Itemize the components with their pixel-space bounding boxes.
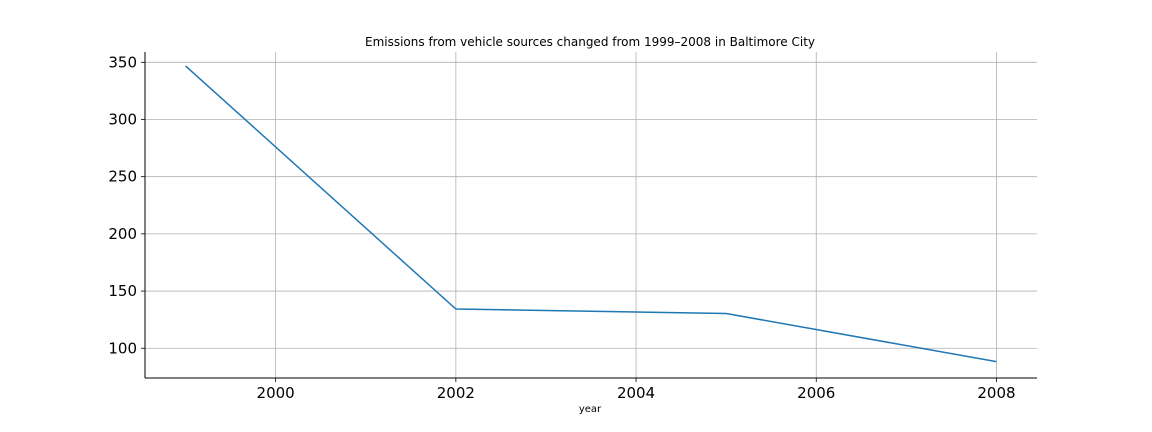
y-tick-label: 100: [108, 339, 137, 357]
x-tick-label: 2008: [977, 384, 1015, 402]
series: [185, 65, 997, 363]
y-tick-label: 250: [108, 168, 137, 186]
y-tick-label: 350: [108, 53, 137, 71]
x-tick-label: 2002: [437, 384, 475, 402]
x-tick-label: 2000: [257, 384, 295, 402]
y-ticks: 100 150 200 250 300 350: [108, 53, 145, 357]
chart-title: Emissions from vehicle sources changed f…: [365, 35, 815, 49]
y-tick-label: 200: [108, 225, 137, 243]
axes: [144, 52, 1037, 379]
x-tick-label: 2004: [617, 384, 655, 402]
x-axis-label: year: [579, 404, 602, 415]
y-tick-label: 300: [108, 110, 137, 128]
series-line: [185, 65, 997, 363]
x-tick-label: 2006: [797, 384, 835, 402]
x-ticks: 2000 2002 2004 2006 2008: [257, 378, 1016, 402]
y-tick-label: 150: [108, 282, 137, 300]
grid-lines: [145, 52, 1037, 378]
